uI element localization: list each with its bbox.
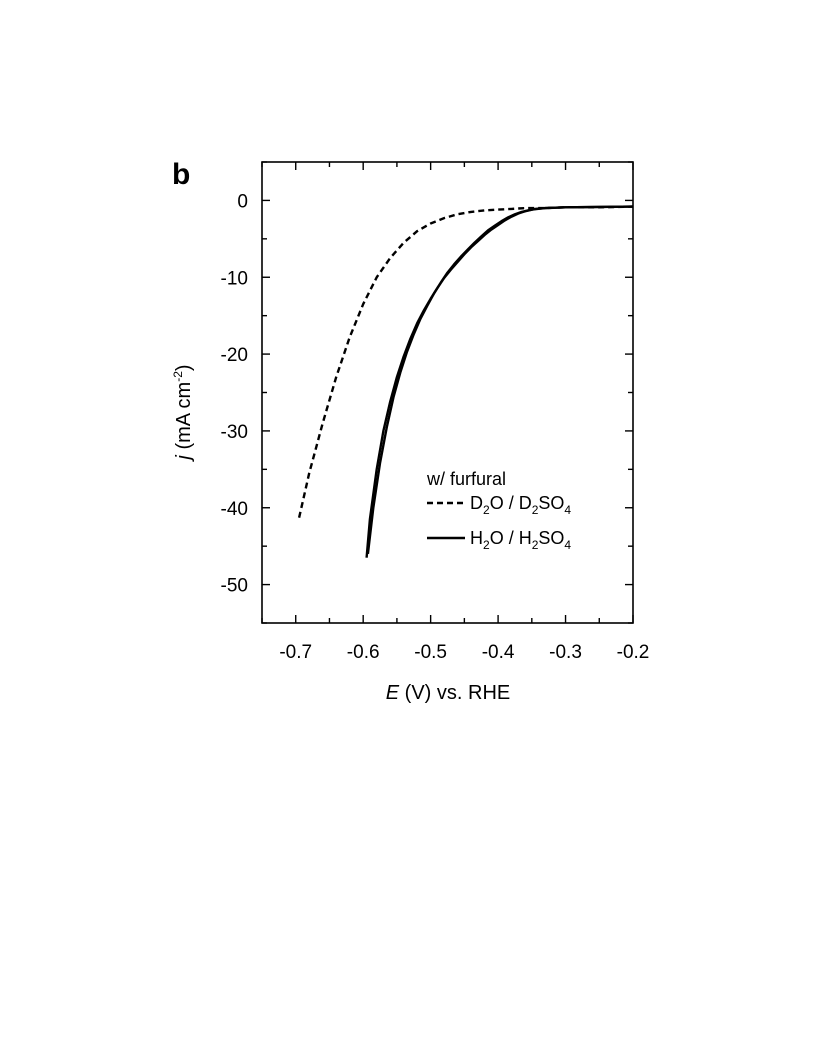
x-tick-label: -0.2: [617, 642, 650, 663]
legend-text-part: O / D: [490, 493, 532, 513]
x-tick-label: -0.4: [482, 642, 515, 663]
x-tick-label: -0.3: [549, 642, 582, 663]
legend-text-part: H: [470, 528, 483, 548]
y-tick-label: 0: [237, 191, 248, 212]
y-tick-label: -10: [221, 268, 248, 289]
x-axis-title-text: (V) vs. RHE: [399, 682, 510, 704]
legend-subscript: 4: [564, 503, 571, 517]
y-axis-title: j (mA cm-2): [171, 364, 195, 462]
x-axis-title: E (V) vs. RHE: [386, 682, 510, 704]
y-axis-title-symbol: j: [173, 455, 195, 463]
legend-entry-label: D2O / D2SO4: [470, 493, 571, 517]
y-tick-label: -40: [221, 499, 248, 520]
series-line-solid-2: [366, 205, 634, 555]
plot-border: [261, 161, 634, 624]
x-tick-label: -0.5: [414, 642, 447, 663]
y-tick-label: -20: [221, 345, 248, 366]
legend-text-part: D: [470, 493, 483, 513]
y-tick-label: -30: [221, 422, 248, 443]
legend-subscript: 2: [483, 538, 490, 552]
legend-subscript: 4: [564, 538, 571, 552]
series-layer: [297, 205, 634, 558]
y-axis-title-exponent: -2: [171, 371, 185, 382]
x-tick-label: -0.6: [347, 642, 380, 663]
legend-subscript: 2: [532, 538, 539, 552]
legend-subscript: 2: [483, 503, 490, 517]
y-axis-title-close: ): [173, 364, 195, 371]
x-axis-ticks: -0.7 -0.6 -0.5 -0.4 -0.3 -0.2: [261, 162, 650, 663]
legend-text-part: SO: [538, 493, 564, 513]
y-axis-title-text: (mA cm: [173, 382, 195, 455]
legend-text-part: SO: [538, 528, 564, 548]
legend-text-part: O / H: [490, 528, 532, 548]
y-axis-ticks: 0 -10 -20 -30 -40 -50: [221, 161, 633, 624]
plot-frame: [261, 161, 634, 624]
legend-subscript: 2: [532, 503, 539, 517]
legend-entry-label: H2O / H2SO4: [470, 528, 571, 552]
x-tick-label: -0.7: [279, 642, 312, 663]
legend-title: w/ furfural: [426, 469, 506, 489]
panel-label: b: [172, 158, 190, 191]
y-tick-label: -50: [221, 576, 248, 597]
x-axis-title-symbol: E: [386, 682, 400, 704]
